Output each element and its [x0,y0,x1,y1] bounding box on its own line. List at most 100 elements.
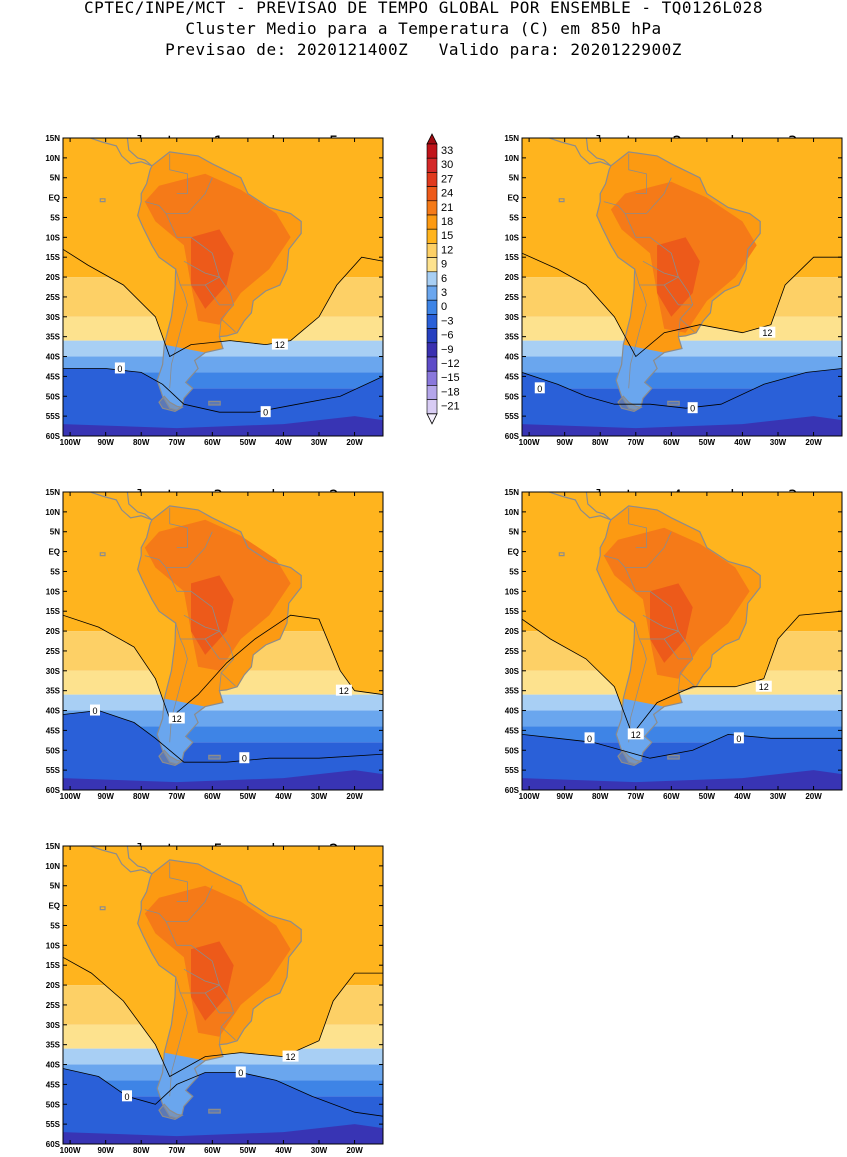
coastline [547,138,612,167]
lon-tick-label: 100W [60,792,81,801]
lon-tick-label: 50W [240,792,257,801]
map-panel-4: 12 12 0 0 15N 10N 5N EQ 5S 10S 15S 20S 25S 30S 35S 40S 4… [504,488,843,801]
lat-tick-label: 25S [46,293,61,302]
lat-tick-label: 20S [505,273,520,282]
country-border [639,260,680,286]
lat-tick-label: 20S [46,273,61,282]
colorbar-swatch [426,342,438,358]
colorbar-level-label: 24 [441,188,453,200]
lon-tick-label: 40W [734,438,751,447]
lat-tick-label: 5N [509,174,519,183]
lon-tick-label: 90W [97,438,114,447]
contour-label: 0 [242,754,247,764]
map-panel-1: 12 0 0 15N 10N 5N EQ 5S 10S 15S 20S 25S 30S 35S 40S 45S… [45,134,384,447]
isotherm-12 [522,252,842,358]
country-border [219,317,236,337]
lon-tick-label: 70W [628,438,645,447]
lat-tick-label: 35S [505,687,520,696]
country-border [144,201,167,214]
lat-tick-label: 55S [505,412,520,421]
coastline [88,846,153,875]
lat-tick-label: 20S [46,627,61,636]
colorbar-level-label: 6 [441,273,447,285]
lat-tick-label: 15S [505,253,520,262]
lon-tick-label: 80W [133,1146,150,1155]
lon-tick-label: 60W [204,438,221,447]
lon-tick-label: 60W [663,792,680,801]
contour-label: 0 [92,706,97,716]
lon-tick-label: 90W [556,792,573,801]
lat-tick-label: 30S [46,667,61,676]
hot-core [191,575,234,655]
lat-tick-label: 10S [46,941,61,950]
lat-tick-label: 40S [505,707,520,716]
colorbar-swatch [426,356,438,372]
hot-core [650,583,693,663]
coastline [208,400,221,406]
colorbar-swatch [426,143,438,159]
contour-label-bg [271,338,288,350]
lat-tick-label: 5S [50,213,60,222]
lon-tick-label: 90W [97,1146,114,1155]
colorbar-level-label: 30 [441,159,453,171]
colorbar-swatch [426,385,438,400]
lon-tick-label: 50W [699,792,716,801]
isotherm-12 [63,956,383,1078]
colorbar-level-label: 33 [441,145,453,157]
lat-tick-label: 10S [46,587,61,596]
country-border [624,531,694,674]
country-border [180,614,221,640]
contour-label-bg [260,406,271,418]
isotherm-12 [63,614,383,720]
lat-tick-label: 15N [45,488,60,497]
colorbar-swatch [426,299,438,315]
lon-tick-label: 80W [133,438,150,447]
isotherm-12 [522,610,842,736]
plot-frame [62,845,384,1145]
lon-tick-label: 30W [311,438,328,447]
coastline [137,151,302,411]
contour-label: 12 [275,340,285,350]
lat-tick-label: 25S [505,647,520,656]
hot-core [191,229,234,309]
lat-tick-label: 15N [45,134,60,143]
contour-label: 12 [631,730,641,740]
lat-tick-label: 15N [504,134,519,143]
country-border [219,671,236,691]
map-panel-5: 12 0 0 15N 10N 5N EQ 5S 10S 15S 20S 25S 30S 35S 40S 45S… [45,842,384,1155]
coastline [558,198,565,203]
lon-tick-label: 30W [311,792,328,801]
contour-label-bg [733,732,744,744]
colorbar-level-label: 15 [441,230,453,242]
country-border [628,507,647,548]
lat-tick-label: 30S [46,313,61,322]
colorbar-swatch [426,228,438,244]
lat-tick-label: 60S [505,786,520,795]
colorbar-level-label: −18 [441,386,460,398]
cold-region [63,1068,383,1144]
lat-tick-label: EQ [48,902,60,911]
colorbar-swatch [426,214,438,230]
coastline [99,552,106,557]
lon-tick-label: 50W [699,438,716,447]
country-border [603,555,626,568]
country-border [624,177,694,320]
lon-tick-label: 100W [60,438,81,447]
colorbar-level-label: −9 [441,344,454,356]
contour-label-bg [122,1090,132,1102]
lon-tick-label: 80W [133,792,150,801]
lon-tick-label: 70W [169,792,186,801]
isotherm-0 [63,710,383,763]
chart-title-line-2: Cluster Medio para a Temperatura (C) em … [185,19,662,38]
lat-tick-label: 60S [46,786,61,795]
lat-tick-label: 60S [46,1140,61,1149]
coastline [99,198,106,203]
lat-tick-label: 30S [505,313,520,322]
colorbar-swatch [426,285,438,301]
lon-tick-label: 40W [275,792,292,801]
lon-tick-label: 50W [240,1146,257,1155]
lon-tick-label: 50W [240,438,257,447]
country-border [628,268,647,389]
lon-tick-label: 80W [592,438,609,447]
